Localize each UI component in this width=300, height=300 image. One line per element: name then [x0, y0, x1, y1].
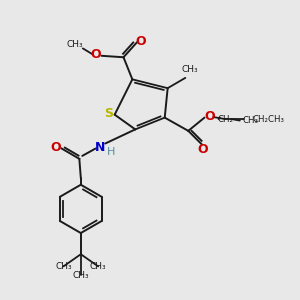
Text: O: O — [205, 110, 215, 123]
Text: CH₃: CH₃ — [90, 262, 106, 271]
Text: CH₂: CH₂ — [217, 115, 233, 124]
Text: CH₃: CH₃ — [66, 40, 83, 50]
Text: O: O — [197, 143, 208, 156]
Text: H: H — [107, 147, 115, 158]
Text: CH₃: CH₃ — [73, 271, 89, 280]
Text: O: O — [135, 34, 146, 48]
Text: CH₂CH₃: CH₂CH₃ — [253, 115, 284, 124]
Text: CH₃: CH₃ — [243, 116, 259, 125]
Text: CH₃: CH₃ — [55, 262, 72, 271]
Text: O: O — [91, 47, 101, 61]
Text: O: O — [50, 141, 61, 154]
Text: CH₃: CH₃ — [182, 65, 198, 74]
Text: S: S — [104, 107, 113, 120]
Text: N: N — [95, 141, 105, 154]
